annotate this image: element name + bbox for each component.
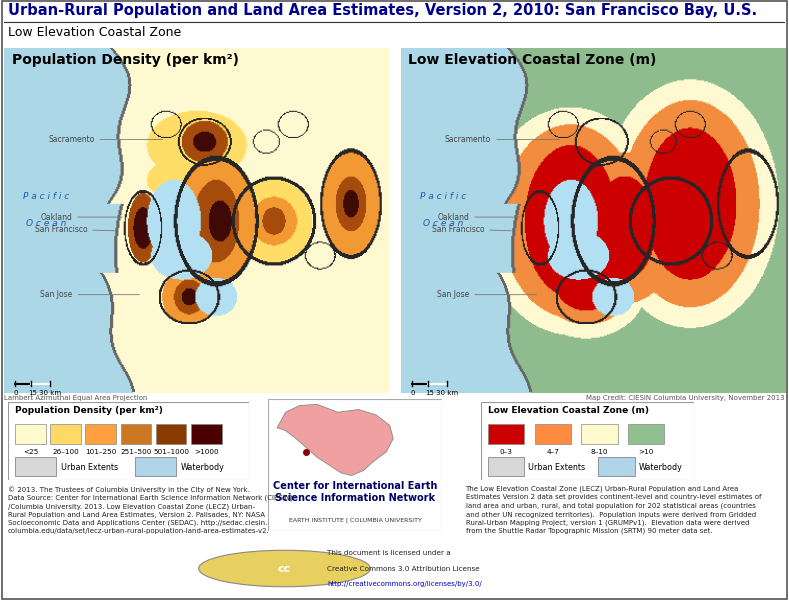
Text: cc: cc	[278, 563, 291, 574]
Text: Center for International Earth
Science Information Network: Center for International Earth Science I…	[273, 481, 437, 503]
Text: Low Elevation Coastal Zone (m): Low Elevation Coastal Zone (m)	[409, 53, 657, 67]
Text: O c e a n: O c e a n	[26, 220, 66, 229]
Text: 15: 15	[28, 389, 37, 395]
Text: Sacramento: Sacramento	[48, 135, 163, 144]
Text: http://creativecommons.org/licenses/by/3.0/: http://creativecommons.org/licenses/by/3…	[327, 581, 482, 587]
Text: Waterbody: Waterbody	[639, 463, 682, 472]
Text: 4–7: 4–7	[546, 449, 559, 455]
Text: 251–500: 251–500	[120, 449, 151, 455]
Text: EARTH INSTITUTE | COLUMBIA UNIVERSITY: EARTH INSTITUTE | COLUMBIA UNIVERSITY	[289, 518, 421, 523]
Text: P a c i f i c: P a c i f i c	[420, 192, 466, 201]
Bar	[581, 424, 618, 444]
Text: 26–100: 26–100	[52, 449, 79, 455]
Bar	[15, 457, 56, 476]
Text: Population Density (per km²): Population Density (per km²)	[12, 53, 238, 67]
Bar	[136, 457, 176, 476]
Text: Sacramento: Sacramento	[445, 135, 559, 144]
Bar	[121, 424, 151, 444]
Text: 15: 15	[425, 389, 434, 395]
Text: P a c i f i c: P a c i f i c	[23, 192, 69, 201]
Bar	[191, 424, 222, 444]
Text: >10: >10	[639, 449, 654, 455]
Text: Low Elevation Coastal Zone (m): Low Elevation Coastal Zone (m)	[488, 406, 649, 415]
Text: Population Density (per km²): Population Density (per km²)	[15, 406, 163, 415]
Text: San Francisco: San Francisco	[432, 224, 511, 233]
Bar	[488, 424, 524, 444]
Text: Urban Extents: Urban Extents	[528, 463, 585, 472]
Text: Urban Extents: Urban Extents	[61, 463, 118, 472]
Text: San Jose: San Jose	[40, 290, 140, 299]
Text: 30 km: 30 km	[436, 389, 458, 395]
Text: This document is licensed under a: This document is licensed under a	[327, 550, 451, 556]
Bar	[85, 424, 116, 444]
Text: 0: 0	[13, 389, 17, 395]
Circle shape	[199, 550, 370, 587]
Bar	[488, 457, 524, 476]
Text: 501–1000: 501–1000	[153, 449, 189, 455]
Text: San Francisco: San Francisco	[35, 224, 114, 233]
Text: The Low Elevation Coastal Zone (LECZ) Urban-Rural Population and Land Area
Estim: The Low Elevation Coastal Zone (LECZ) Ur…	[466, 486, 761, 535]
Text: 8–10: 8–10	[591, 449, 608, 455]
Bar	[15, 424, 46, 444]
Polygon shape	[277, 404, 393, 476]
Text: Lambert Azimuthal Equal Area Projection: Lambert Azimuthal Equal Area Projection	[4, 395, 148, 401]
Text: Oakland: Oakland	[437, 212, 519, 221]
Text: Waterbody: Waterbody	[181, 463, 225, 472]
Text: 0–3: 0–3	[499, 449, 512, 455]
Text: 0: 0	[410, 389, 414, 395]
Text: Low Elevation Coastal Zone: Low Elevation Coastal Zone	[8, 26, 181, 39]
Text: 30 km: 30 km	[39, 389, 61, 395]
Bar	[155, 424, 186, 444]
Bar	[628, 424, 664, 444]
Text: >1000: >1000	[194, 449, 219, 455]
Bar	[535, 424, 570, 444]
Bar	[50, 424, 81, 444]
Text: O c e a n: O c e a n	[423, 220, 463, 229]
Text: © 2013. The Trustees of Columbia University in the City of New York.
Data Source: © 2013. The Trustees of Columbia Univers…	[8, 486, 293, 534]
Text: Creative Commons 3.0 Attribution License: Creative Commons 3.0 Attribution License	[327, 566, 481, 572]
Text: Oakland: Oakland	[40, 212, 122, 221]
Bar	[598, 457, 634, 476]
Text: San Jose: San Jose	[437, 290, 537, 299]
Text: 101–250: 101–250	[85, 449, 117, 455]
Text: Map Credit: CIESIN Columbia University, November 2013: Map Credit: CIESIN Columbia University, …	[586, 395, 785, 401]
Text: Urban-Rural Population and Land Area Estimates, Version 2, 2010: San Francisco B: Urban-Rural Population and Land Area Est…	[8, 3, 757, 18]
Text: <25: <25	[23, 449, 38, 455]
